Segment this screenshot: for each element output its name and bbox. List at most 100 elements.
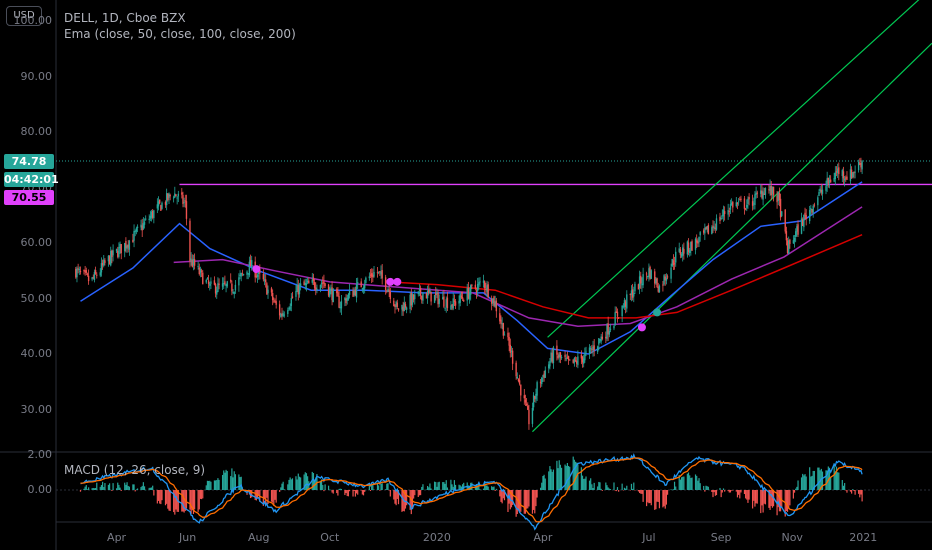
candle-body — [395, 301, 397, 307]
candle-body — [556, 345, 558, 355]
candle-body — [355, 284, 358, 298]
candle-body — [723, 211, 726, 215]
candle-body — [789, 239, 791, 244]
candle-body — [104, 260, 106, 263]
candle-body — [86, 273, 89, 275]
macd-histogram-bar — [239, 477, 241, 490]
candle-body — [795, 231, 797, 237]
macd-histogram-bar — [86, 489, 89, 490]
macd-histogram-bar — [387, 483, 389, 490]
candle-body — [719, 216, 721, 222]
macd-histogram-bar — [251, 490, 253, 498]
candle-body — [482, 280, 485, 283]
macd-histogram-bar — [344, 490, 346, 496]
macd-histogram-bar — [240, 476, 242, 490]
candle-body — [640, 275, 642, 284]
candle-body — [238, 277, 240, 286]
macd-histogram-bar — [411, 490, 414, 509]
macd-histogram-bar — [101, 481, 104, 490]
macd-histogram-bar — [233, 471, 235, 490]
candle-body — [680, 254, 683, 257]
macd-histogram-bar — [845, 490, 847, 491]
candle-body — [411, 293, 414, 305]
candle-body — [273, 300, 275, 302]
candle-body — [828, 180, 831, 183]
macd-histogram-bar — [748, 490, 750, 500]
candle-body — [503, 334, 506, 336]
macd-histogram-bar — [436, 486, 438, 490]
candle-body — [705, 227, 707, 229]
candle-body — [368, 276, 371, 279]
macd-histogram-bar — [785, 490, 787, 512]
candle-body — [315, 287, 317, 290]
candle-body — [813, 204, 816, 206]
signal-dot — [393, 277, 402, 286]
candle-body — [740, 198, 742, 200]
currency-button[interactable]: USD — [6, 6, 42, 26]
candle-body — [190, 258, 192, 261]
macd-histogram-bar — [96, 482, 98, 490]
macd-histogram-bar — [721, 490, 723, 493]
candle-body — [200, 270, 203, 272]
macd-histogram-bar — [672, 489, 674, 490]
candle-body — [361, 288, 364, 290]
candle-body — [262, 274, 265, 280]
ema-indicator-label[interactable]: Ema (close, 50, close, 100, close, 200) — [64, 27, 296, 41]
candle-body — [756, 192, 758, 194]
candle-body — [303, 281, 305, 286]
candle-body — [126, 245, 128, 250]
macd-histogram-bar — [686, 473, 688, 490]
macd-histogram-bar — [99, 486, 101, 490]
candle-body — [535, 393, 537, 400]
candle-body — [251, 260, 253, 268]
candle-body — [224, 281, 226, 285]
macd-histogram-bar — [450, 479, 452, 490]
candle-body — [77, 268, 79, 270]
candle-body — [409, 295, 411, 310]
candle-body — [691, 241, 693, 251]
candle-body — [165, 193, 168, 206]
macd-histogram-bar — [535, 490, 537, 507]
candle-body — [255, 275, 258, 277]
candle-body — [422, 293, 424, 301]
macd-histogram-bar — [485, 485, 487, 490]
macd-histogram-bar — [722, 488, 725, 490]
macd-histogram-bar — [536, 490, 538, 498]
macd-histogram-bar — [401, 490, 403, 512]
macd-indicator-label[interactable]: MACD (12, 26, close, 9) — [64, 463, 206, 477]
candle-body — [316, 288, 318, 291]
candle-body — [698, 236, 700, 243]
macd-histogram-bar — [572, 456, 574, 490]
macd-histogram-bar — [577, 464, 579, 490]
macd-histogram-bar — [453, 480, 455, 490]
candle-body — [860, 162, 862, 168]
candle-body — [528, 409, 530, 425]
macd-histogram-bar — [600, 488, 602, 490]
macd-histogram-bar — [174, 490, 176, 515]
macd-histogram-bar — [152, 485, 154, 490]
macd-histogram-bar — [437, 482, 439, 490]
candle-body — [525, 403, 528, 406]
candle-body — [666, 276, 669, 278]
macd-histogram-bar — [160, 490, 162, 505]
candle-body — [624, 301, 627, 307]
candle-body — [574, 360, 577, 362]
candle-body — [125, 240, 127, 248]
signal-dot — [637, 323, 646, 332]
candle-body — [818, 192, 820, 196]
candle-body — [686, 241, 689, 255]
macd-histogram-bar — [764, 490, 767, 505]
macd-histogram-bar — [590, 478, 592, 490]
candle-body — [593, 345, 595, 351]
candle-body — [369, 274, 372, 276]
macd-histogram-bar — [324, 484, 326, 490]
macd-histogram-bar — [410, 490, 412, 515]
candle-body — [287, 310, 289, 314]
macd-histogram-bar — [632, 488, 634, 490]
candle-body — [247, 273, 249, 275]
candle-body — [559, 352, 562, 358]
macd-histogram-bar — [846, 490, 848, 493]
macd-histogram-bar — [84, 486, 86, 490]
candle-body — [549, 361, 551, 367]
